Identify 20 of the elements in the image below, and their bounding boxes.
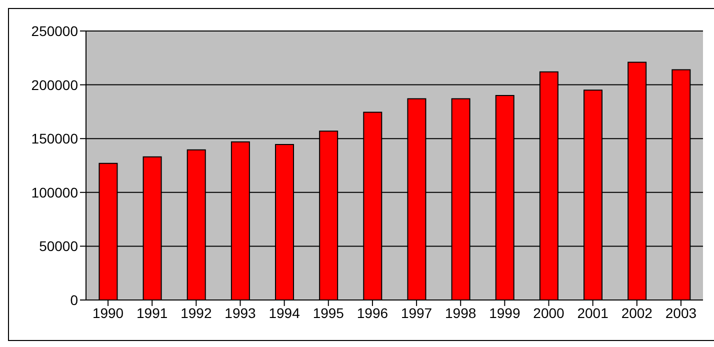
x-tick-label: 2002 xyxy=(621,304,653,321)
x-tick-label: 1999 xyxy=(489,304,520,321)
x-tick-label: 1996 xyxy=(356,304,388,321)
x-tick-label: 1992 xyxy=(180,304,212,321)
y-tick-label: 250000 xyxy=(31,22,78,39)
x-tick-label: 2001 xyxy=(577,304,609,321)
x-tick-label: 1990 xyxy=(92,304,124,321)
y-tick-label: 50000 xyxy=(39,238,78,254)
x-tick-label: 1991 xyxy=(136,304,168,321)
x-tick-label: 2000 xyxy=(533,304,565,321)
x-tick-label: 2003 xyxy=(665,304,697,321)
x-tick-label: 1995 xyxy=(312,304,344,321)
x-tick-label: 1998 xyxy=(445,304,476,321)
x-tick-label: 1997 xyxy=(400,304,432,321)
x-tick-label: 1993 xyxy=(224,304,256,321)
y-tick-label: 150000 xyxy=(31,130,78,147)
y-tick-label: 100000 xyxy=(31,184,78,200)
x-tick-label: 1994 xyxy=(268,304,300,321)
y-tick-label: 0 xyxy=(70,292,78,308)
y-tick-label: 200000 xyxy=(31,76,78,93)
